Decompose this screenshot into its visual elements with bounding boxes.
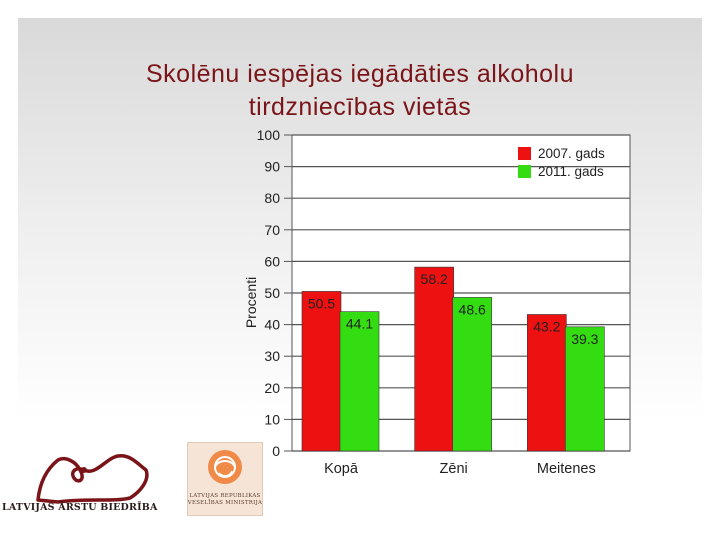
y-tick-label: 10 [264,411,280,427]
y-tick-label: 40 [264,317,280,333]
slide-title-line-1: Skolēnu iespējas iegādāties alkoholu [145,60,574,88]
legend-swatch [518,147,531,160]
y-axis-label: Procenti [243,277,259,328]
slide-title-line-2: tirdzniecības vietās [248,93,472,121]
bar-series-1 [527,314,567,452]
y-tick-label: 90 [264,159,280,175]
x-tick-label: Zēni [440,461,468,477]
data-label: 44.1 [346,316,373,332]
y-tick-label: 100 [257,128,281,143]
data-label: 58.2 [421,271,448,287]
ministry-logo-line-1: LATVIJAS REPUBLIKAS [189,493,261,499]
data-label: 43.2 [533,318,560,334]
x-tick-label: Kopā [324,461,359,477]
bar-chart: 0 10 20 30 40 50 60 70 80 90 100 Procenti 50.5 44.1 Ko… [243,128,631,477]
bar-series-1 [301,291,342,452]
y-tick-label: 80 [264,190,280,206]
y-tick-label: 30 [264,348,280,364]
bar-series-2 [452,297,492,452]
y-tick-label: 0 [272,443,280,459]
bar-series-1 [414,266,454,452]
latvia-map-outline-icon [36,454,149,504]
legend-swatch [518,165,531,178]
y-tick-label: 20 [264,380,280,396]
ministry-logo [187,442,263,516]
logo-lab-text: LATVIJAS ĀRSTU BIEDRĪBA [2,502,158,513]
bar-series-2 [339,311,380,452]
x-tick-label: Meitenes [537,461,596,477]
legend-label: 2011. gads [538,164,604,179]
ministry-logo-line-2: VESELĪBAS MINISTRIJA [187,500,263,506]
data-label: 48.6 [459,301,486,317]
ministry-logo-text: LATVIJAS REPUBLIKAS VESELĪBAS MINISTRIJA [187,493,263,507]
y-tick-label: 50 [264,285,280,301]
data-label: 39.3 [571,331,598,347]
bar-series-2 [565,326,605,452]
y-tick-label: 70 [264,222,280,238]
legend-label: 2007. gads [538,146,605,161]
circular-swirl-emblem-icon [208,450,242,484]
data-label: 50.5 [308,295,335,311]
slide-title: Skolēnu iespējas iegādāties alkoholu tir… [40,58,680,124]
y-tick-label: 60 [264,253,280,269]
